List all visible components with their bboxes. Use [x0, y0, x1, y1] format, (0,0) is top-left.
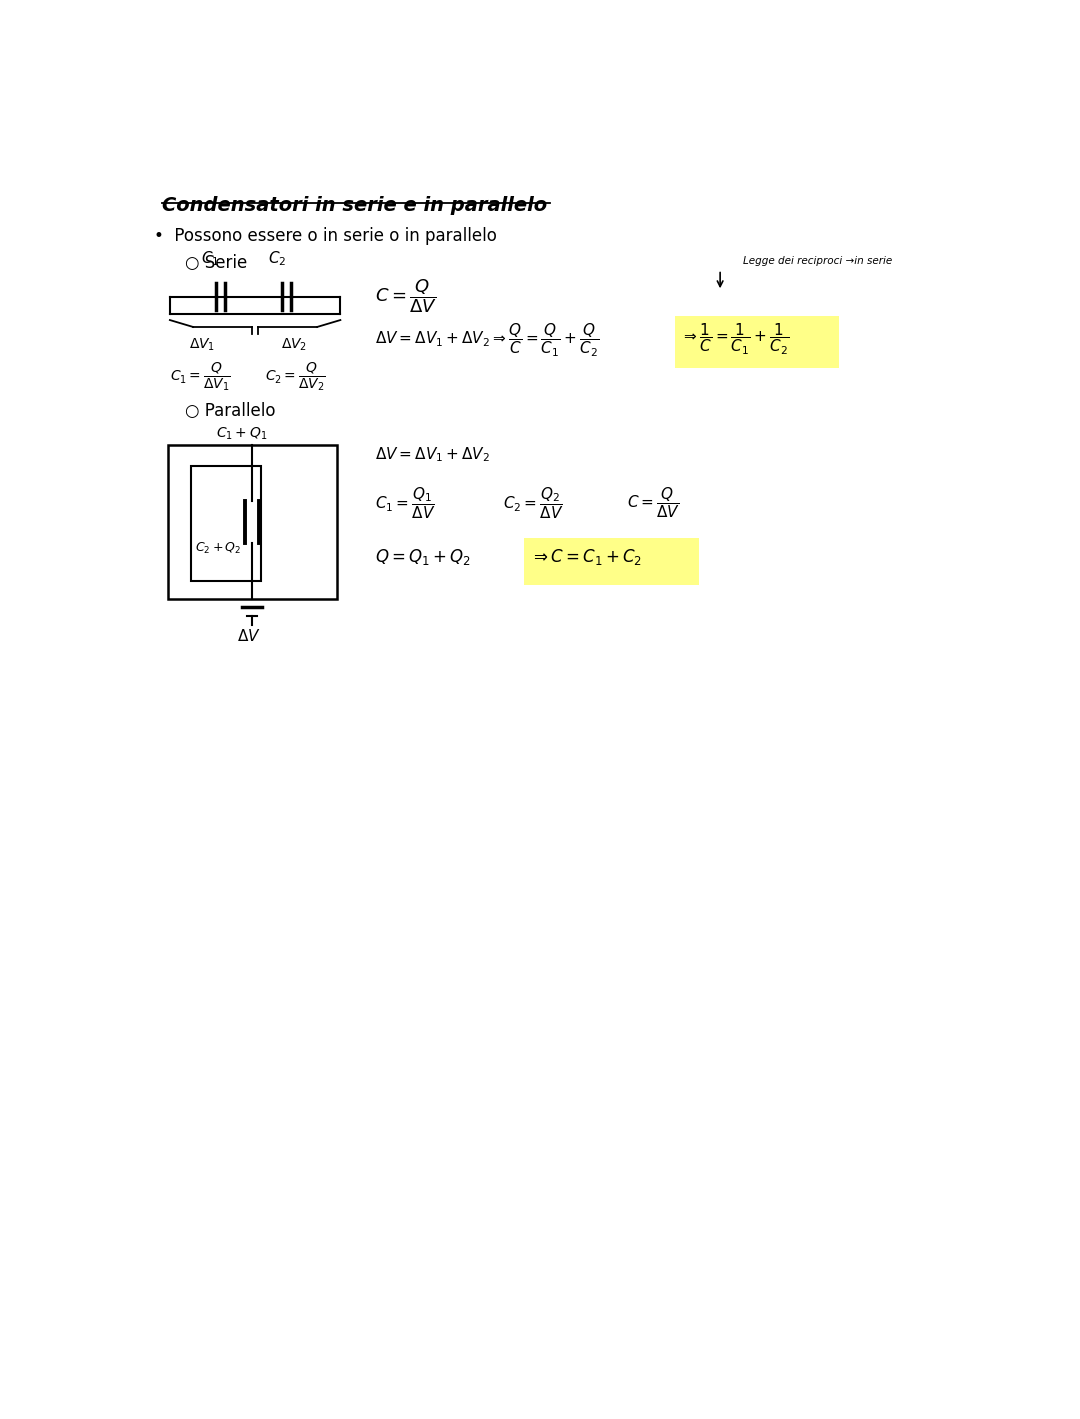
Text: $\Rightarrow C = C_1 + C_2$: $\Rightarrow C = C_1 + C_2$ — [530, 546, 643, 566]
Text: $C = \dfrac{Q}{\Delta V}$: $C = \dfrac{Q}{\Delta V}$ — [627, 485, 680, 519]
Text: $C_2 + Q_2$: $C_2 + Q_2$ — [195, 541, 242, 556]
Text: $\Delta V = \Delta V_1 + \Delta V_2$: $\Delta V = \Delta V_1 + \Delta V_2$ — [375, 446, 490, 464]
FancyBboxPatch shape — [675, 316, 839, 368]
Text: $Q = Q_1 + Q_2$: $Q = Q_1 + Q_2$ — [375, 546, 472, 566]
Text: $C_1 + Q_1$: $C_1 + Q_1$ — [216, 426, 268, 441]
Text: $C_2 = \dfrac{Q_2}{\Delta V}$: $C_2 = \dfrac{Q_2}{\Delta V}$ — [503, 485, 564, 521]
Text: $C_1 = \dfrac{Q}{\Delta V_1}$: $C_1 = \dfrac{Q}{\Delta V_1}$ — [170, 360, 231, 393]
Text: ○ Parallelo: ○ Parallelo — [186, 402, 275, 420]
Text: $C = \dfrac{Q}{\Delta V}$: $C = \dfrac{Q}{\Delta V}$ — [375, 277, 437, 315]
Text: Condensatori in serie e in parallelo: Condensatori in serie e in parallelo — [162, 196, 548, 216]
Text: $\Delta V_2$: $\Delta V_2$ — [281, 336, 307, 353]
Text: $\Delta V_1$: $\Delta V_1$ — [189, 336, 216, 353]
Text: $C_1$: $C_1$ — [201, 250, 219, 268]
Text: Legge dei reciproci →in serie: Legge dei reciproci →in serie — [743, 255, 893, 265]
Text: $C_2 = \dfrac{Q}{\Delta V_2}$: $C_2 = \dfrac{Q}{\Delta V_2}$ — [266, 360, 326, 393]
Text: $\Rightarrow \dfrac{1}{C} = \dfrac{1}{C_1} + \dfrac{1}{C_2}$: $\Rightarrow \dfrac{1}{C} = \dfrac{1}{C_… — [681, 322, 789, 358]
Text: ○ Serie: ○ Serie — [186, 254, 247, 272]
Text: $\Delta V = \Delta V_1 + \Delta V_2 \Rightarrow \dfrac{Q}{C} = \dfrac{Q}{C_1} + : $\Delta V = \Delta V_1 + \Delta V_2 \Rig… — [375, 322, 599, 359]
Text: $C_1 = \dfrac{Q_1}{\Delta V}$: $C_1 = \dfrac{Q_1}{\Delta V}$ — [375, 485, 435, 521]
Bar — [167, 446, 337, 599]
Text: •  Possono essere o in serie o in parallelo: • Possono essere o in serie o in paralle… — [154, 227, 497, 245]
Text: $\Delta V$: $\Delta V$ — [237, 627, 260, 644]
Text: $C_2$: $C_2$ — [268, 250, 286, 268]
Bar — [191, 465, 260, 582]
FancyBboxPatch shape — [524, 538, 699, 585]
